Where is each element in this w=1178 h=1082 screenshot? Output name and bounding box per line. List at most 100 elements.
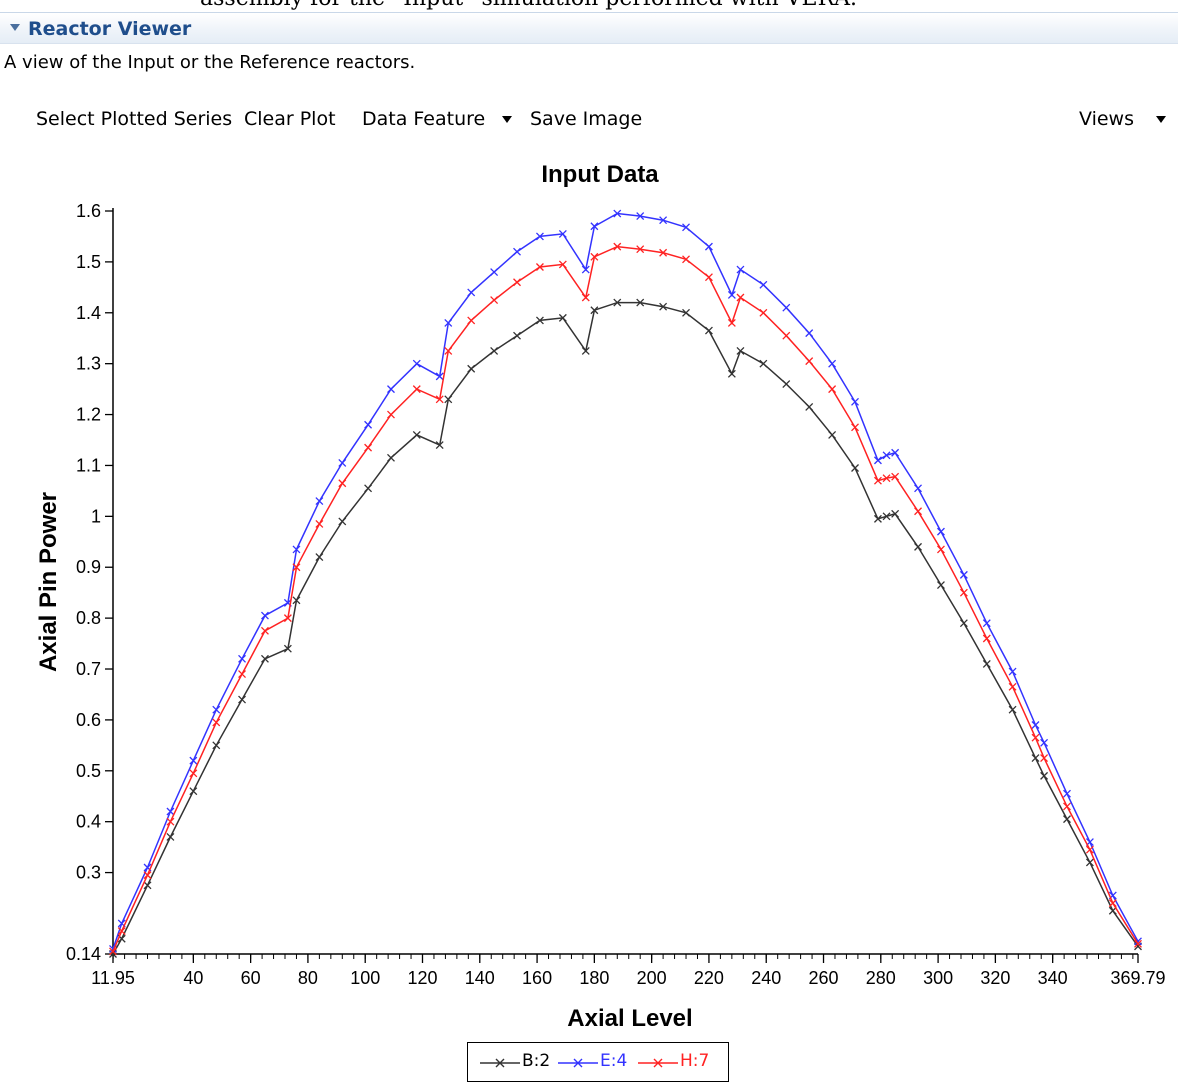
data-point[interactable] bbox=[1134, 939, 1142, 948]
data-point[interactable] bbox=[467, 288, 476, 297]
data-point[interactable] bbox=[1008, 682, 1017, 691]
data-point[interactable] bbox=[914, 542, 923, 551]
data-point[interactable] bbox=[109, 947, 117, 956]
data-point[interactable] bbox=[467, 316, 476, 325]
data-point[interactable] bbox=[166, 807, 175, 816]
data-point[interactable] bbox=[1108, 906, 1117, 915]
data-point[interactable] bbox=[727, 291, 736, 299]
data-point[interactable] bbox=[1063, 802, 1071, 811]
data-point[interactable] bbox=[444, 346, 453, 355]
data-point[interactable] bbox=[759, 308, 768, 317]
data-point[interactable] bbox=[828, 430, 837, 439]
data-point[interactable] bbox=[212, 705, 221, 714]
data-point[interactable] bbox=[682, 223, 690, 232]
data-point[interactable] bbox=[1008, 705, 1017, 714]
data-point[interactable] bbox=[590, 306, 599, 315]
data-point[interactable] bbox=[412, 385, 421, 394]
data-point[interactable] bbox=[982, 619, 991, 628]
data-point[interactable] bbox=[490, 268, 499, 277]
data-point[interactable] bbox=[782, 303, 791, 312]
data-point[interactable] bbox=[590, 252, 599, 261]
data-point[interactable] bbox=[1108, 899, 1117, 908]
data-point[interactable] bbox=[936, 581, 945, 590]
data-point[interactable] bbox=[914, 484, 923, 493]
data-point[interactable] bbox=[914, 507, 923, 516]
data-point[interactable] bbox=[759, 280, 768, 289]
data-point[interactable] bbox=[212, 718, 221, 727]
data-point[interactable] bbox=[364, 420, 373, 429]
data-point[interactable] bbox=[873, 514, 882, 523]
data-point[interactable] bbox=[1040, 738, 1049, 747]
data-point[interactable] bbox=[882, 451, 891, 460]
data-point[interactable] bbox=[260, 654, 269, 663]
data-point[interactable] bbox=[882, 474, 891, 483]
data-point[interactable] bbox=[982, 659, 991, 668]
data-point[interactable] bbox=[891, 472, 900, 481]
data-point[interactable] bbox=[982, 634, 991, 643]
data-point[interactable] bbox=[292, 563, 301, 572]
data-point[interactable] bbox=[189, 756, 198, 765]
save-image-button[interactable]: Save Image bbox=[530, 108, 643, 130]
data-point[interactable] bbox=[189, 787, 198, 796]
data-point[interactable] bbox=[1031, 754, 1040, 763]
data-point[interactable] bbox=[1063, 789, 1071, 798]
data-point[interactable] bbox=[682, 308, 690, 317]
collapse-arrow-icon[interactable] bbox=[8, 20, 22, 34]
data-point[interactable] bbox=[444, 318, 453, 327]
clear-plot-button[interactable]: Clear Plot bbox=[244, 108, 336, 130]
data-point[interactable] bbox=[558, 313, 567, 322]
data-point[interactable] bbox=[1040, 754, 1049, 763]
data-point[interactable] bbox=[143, 881, 152, 890]
data-point[interactable] bbox=[1085, 858, 1094, 867]
data-point[interactable] bbox=[1031, 733, 1040, 742]
data-point[interactable] bbox=[736, 293, 745, 302]
data-point[interactable] bbox=[891, 448, 900, 457]
data-feature-dropdown-icon[interactable] bbox=[502, 116, 512, 123]
data-point[interactable] bbox=[727, 318, 736, 327]
data-point[interactable] bbox=[238, 654, 247, 663]
data-point[interactable] bbox=[782, 331, 791, 340]
data-point[interactable] bbox=[882, 512, 891, 521]
data-point[interactable] bbox=[535, 316, 544, 325]
data-point[interactable] bbox=[387, 385, 395, 394]
data-point[interactable] bbox=[364, 484, 373, 493]
data-point[interactable] bbox=[704, 242, 713, 251]
data-point[interactable] bbox=[315, 497, 324, 506]
data-point[interactable] bbox=[260, 626, 269, 635]
data-point[interactable] bbox=[467, 364, 476, 373]
data-point[interactable] bbox=[212, 741, 221, 750]
data-point[interactable] bbox=[828, 359, 837, 368]
data-point[interactable] bbox=[704, 273, 713, 282]
data-point[interactable] bbox=[1085, 845, 1094, 854]
data-point[interactable] bbox=[387, 453, 395, 462]
data-point[interactable] bbox=[364, 443, 373, 452]
data-point[interactable] bbox=[117, 927, 126, 936]
data-point[interactable] bbox=[558, 260, 567, 269]
data-point[interactable] bbox=[659, 248, 668, 257]
data-point[interactable] bbox=[873, 456, 882, 465]
data-point[interactable] bbox=[936, 545, 945, 554]
data-point[interactable] bbox=[805, 329, 814, 338]
data-point[interactable] bbox=[581, 346, 590, 355]
data-point[interactable] bbox=[513, 278, 521, 287]
data-point[interactable] bbox=[613, 242, 622, 251]
data-point[interactable] bbox=[315, 553, 324, 562]
data-point[interactable] bbox=[782, 380, 791, 388]
data-point[interactable] bbox=[613, 209, 622, 218]
data-point[interactable] bbox=[759, 359, 768, 368]
data-point[interactable] bbox=[727, 369, 736, 378]
data-point[interactable] bbox=[805, 357, 814, 366]
data-point[interactable] bbox=[828, 385, 837, 394]
data-point[interactable] bbox=[435, 395, 444, 404]
data-point[interactable] bbox=[805, 402, 814, 411]
data-point[interactable] bbox=[659, 302, 668, 311]
data-point[interactable] bbox=[558, 229, 567, 238]
data-point[interactable] bbox=[581, 293, 590, 302]
data-point[interactable] bbox=[851, 397, 859, 406]
data-point[interactable] bbox=[959, 619, 968, 628]
data-point[interactable] bbox=[891, 509, 900, 518]
data-point[interactable] bbox=[412, 430, 421, 439]
data-point[interactable] bbox=[166, 832, 175, 841]
data-point[interactable] bbox=[736, 265, 745, 274]
data-point[interactable] bbox=[851, 464, 859, 472]
